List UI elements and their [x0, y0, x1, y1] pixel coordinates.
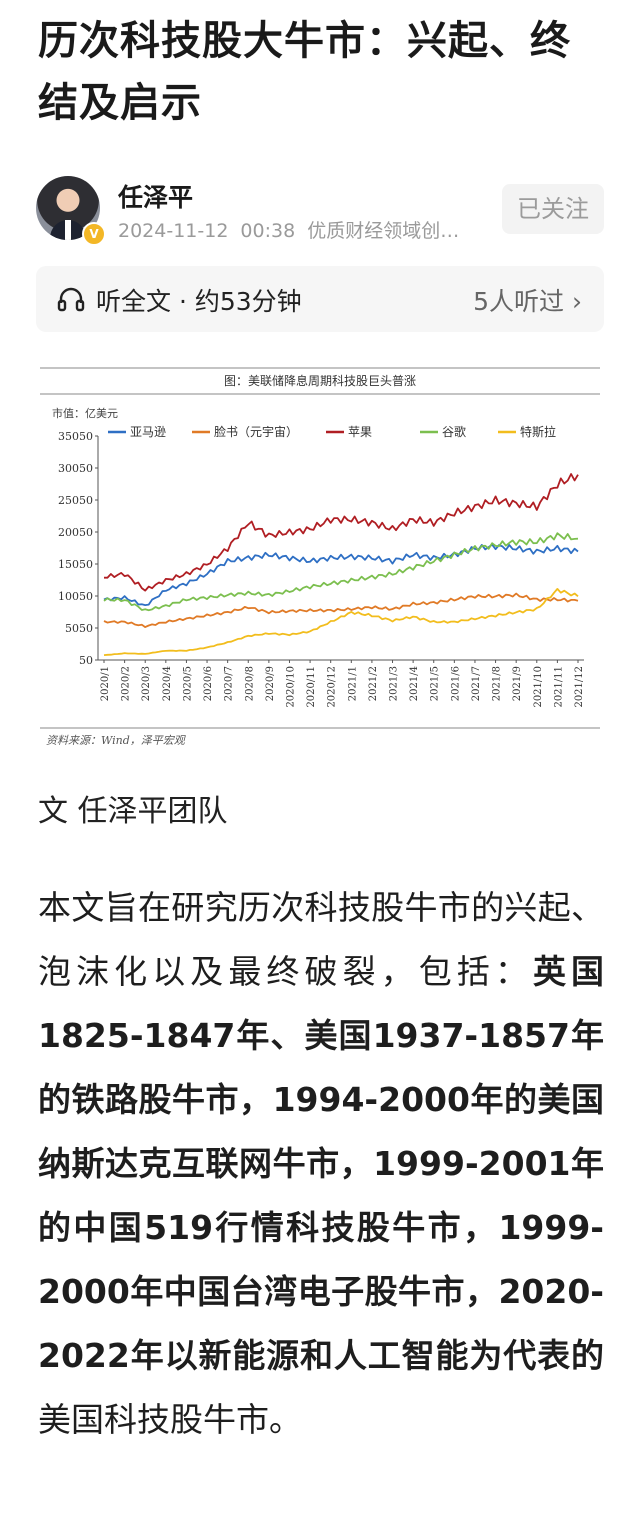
y-tick-label: 20050 — [58, 526, 93, 539]
y-tick-label: 35050 — [58, 430, 93, 443]
post-time: 00:38 — [240, 220, 296, 242]
legend-label: 特斯拉 — [520, 424, 556, 439]
y-tick-label: 30050 — [58, 462, 93, 475]
body-intro: 本文旨在研究历次科技股牛市的兴起、泡沫化以及最终破裂，包括： — [38, 888, 604, 991]
series-line-2 — [104, 473, 579, 592]
author-name[interactable]: 任泽平 — [118, 183, 194, 212]
chevron-right-icon: › — [572, 287, 582, 316]
x-tick-label: 2021/10 — [533, 666, 544, 708]
x-tick-label: 2020/10 — [285, 666, 296, 708]
avatar[interactable] — [36, 176, 100, 240]
x-tick-label: 2020/12 — [327, 666, 338, 708]
chart: 图：美联储降息周期科技股巨头普涨 市值：亿美元 35050 30050 25050 2… — [36, 366, 604, 750]
y-tick-label: 15050 — [58, 558, 93, 571]
x-tick-label: 2020/1 — [100, 666, 111, 701]
post-date: 2024-11-12 — [118, 220, 229, 242]
legend-label: 脸书（元宇宙） — [214, 424, 298, 439]
follow-button[interactable]: 已关注 — [502, 184, 604, 234]
listen-label: 听全文 · 约53分钟 — [96, 287, 302, 316]
x-tick-label: 2020/4 — [162, 666, 173, 701]
x-tick-label: 2020/7 — [224, 666, 235, 701]
y-tick-label: 50 — [79, 654, 93, 667]
author-meta: 2024-11-12 00:38 优质财经领域创… — [118, 216, 471, 243]
x-tick-label: 2020/8 — [244, 666, 255, 701]
legend-label: 苹果 — [348, 425, 372, 439]
x-tick-label: 2021/7 — [471, 666, 482, 701]
x-tick-label: 2021/4 — [409, 666, 420, 701]
series-line-1 — [103, 592, 579, 629]
chart-ylabel: 市值：亿美元 — [52, 406, 118, 420]
x-tick-label: 2020/2 — [121, 666, 132, 701]
series-line-0 — [103, 543, 579, 607]
article-body: 本文旨在研究历次科技股牛市的兴起、泡沫化以及最终破裂，包括：英国1825-184… — [38, 876, 604, 1452]
x-tick-label: 2020/11 — [306, 666, 317, 708]
x-tick-label: 2021/8 — [492, 666, 503, 701]
author-tagline: 优质财经领域创… — [307, 220, 460, 242]
y-tick-label: 5050 — [65, 622, 93, 635]
legend-label: 谷歌 — [442, 424, 466, 439]
article-title: 历次科技股大牛市：兴起、终结及启示 — [38, 18, 571, 126]
series-line-4 — [103, 587, 579, 656]
author-bar: V 任泽平 2024-11-12 00:38 优质财经领域创… 已关注 — [36, 176, 606, 246]
x-tick-label: 2021/6 — [450, 666, 461, 701]
article-byline: 文 任泽平团队 — [38, 794, 228, 829]
legend-label: 亚马逊 — [130, 425, 166, 439]
x-tick-label: 2021/1 — [347, 666, 358, 701]
x-tick-label: 2021/5 — [430, 666, 441, 701]
x-tick-label: 2020/3 — [141, 666, 152, 701]
headphones-icon — [57, 287, 85, 312]
x-tick-label: 2020/6 — [203, 666, 214, 701]
listeners-count[interactable]: 5人听过 › — [473, 282, 582, 318]
body-bold: 英国1825-1847年、美国1937-1857年的铁路股牛市，1994-200… — [38, 952, 605, 1375]
x-tick-label: 2021/11 — [553, 666, 564, 708]
chart-source: 资料来源：Wind，泽平宏观 — [46, 734, 187, 747]
verified-badge-icon: V — [82, 222, 106, 246]
x-tick-label: 2021/9 — [512, 666, 523, 701]
chart-title: 图：美联储降息周期科技股巨头普涨 — [224, 373, 416, 388]
x-tick-label: 2021/2 — [368, 666, 379, 701]
listen-bar[interactable]: 听全文 · 约53分钟 5人听过 › — [36, 266, 604, 332]
x-tick-label: 2021/12 — [574, 666, 585, 708]
body-end: 美国科技股牛市。 — [38, 1400, 302, 1439]
series-line-3 — [103, 532, 579, 612]
x-tick-label: 2021/3 — [389, 666, 400, 701]
chart-svg: 图：美联储降息周期科技股巨头普涨 市值：亿美元 35050 30050 25050 2… — [40, 367, 600, 747]
y-tick-label: 25050 — [58, 494, 93, 507]
y-tick-label: 10050 — [58, 590, 93, 603]
x-tick-label: 2020/5 — [182, 666, 193, 701]
x-tick-label: 2020/9 — [265, 666, 276, 701]
listeners-text: 5人听过 — [473, 287, 565, 316]
